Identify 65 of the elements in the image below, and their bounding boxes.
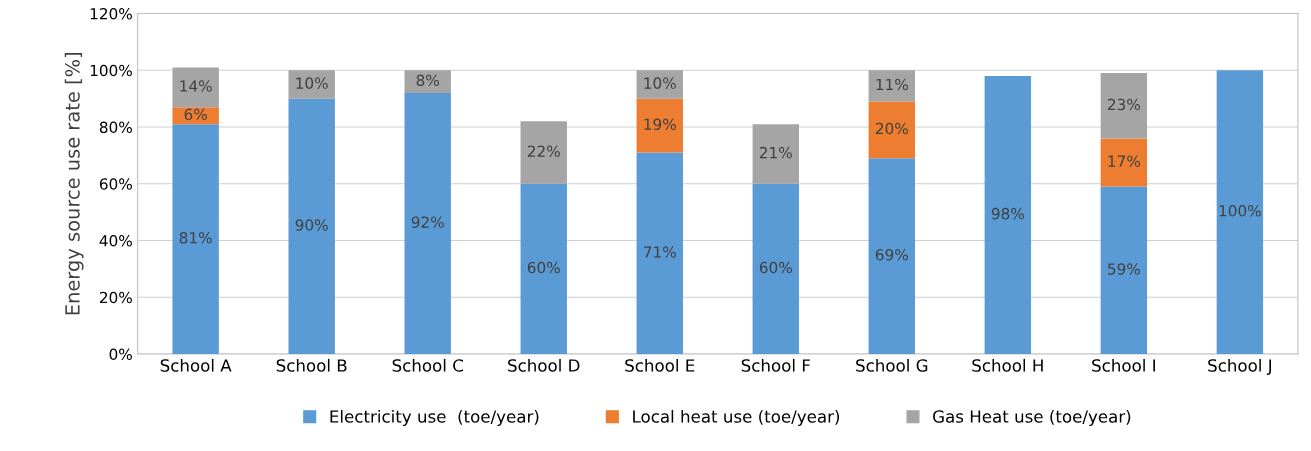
data-label: 11% [876,78,908,91]
y-tick-label: 20% [99,291,132,304]
bar [1216,70,1264,355]
data-label: 81% [179,231,212,244]
y-tick-label: 60% [99,178,132,190]
data-label: 10% [644,77,676,89]
legend-label: Gas Heat use (toe/year) [933,409,1131,427]
bar [288,70,335,99]
data-label: 60% [759,261,792,274]
bar [1100,186,1148,355]
data-label: 19% [644,118,676,131]
bar [172,124,219,355]
data-label: 17% [1108,155,1140,167]
bar [868,101,916,159]
bar [752,124,799,184]
legend-label: Local heat use (toe/year) [633,409,840,427]
data-label: 90% [295,219,328,231]
y-tick-label: 0% [109,348,132,361]
y-tick-label: 120% [90,8,132,20]
y-tick-label: 40% [99,235,132,247]
x-tick-label: School G [856,358,928,372]
bar [636,152,683,355]
bar [868,70,916,102]
data-label: 71% [644,246,676,258]
y-axis-title: Energy source use rate [%] [64,52,84,315]
data-label: 60% [527,261,560,274]
bar [520,183,567,355]
data-label: 23% [1108,98,1140,111]
data-label: 20% [875,122,908,135]
bar [288,98,335,355]
y-tick-label: 100% [90,64,132,77]
x-tick-label: School J [1208,358,1272,375]
bar [172,107,219,125]
data-label: 21% [759,146,792,159]
bar [636,70,683,99]
bar [752,183,799,355]
legend-label: Electricity use (toe/year) [330,409,539,427]
bar [984,75,1032,355]
x-tick-label: School A [160,358,232,372]
bar [404,92,451,355]
data-label: 92% [411,216,444,228]
x-tick-label: School E [625,358,695,372]
data-label: 98% [991,207,1024,220]
data-label: 59% [1108,263,1140,275]
bar [868,158,916,355]
x-tick-label: School C [392,358,463,372]
bar [1100,73,1148,139]
data-label: 14% [180,80,212,92]
data-label: 10% [296,77,328,89]
bar [520,121,567,184]
bar [172,67,219,108]
x-tick-label: School H [972,358,1043,372]
bar [636,98,683,153]
data-label: 69% [875,249,908,261]
data-label: 100% [1219,205,1261,217]
x-tick-label: School F [741,358,810,372]
data-label: 8% [416,74,439,87]
bar [404,70,451,93]
x-tick-label: School B [276,358,347,372]
data-label: 6% [184,108,207,121]
bar [1100,138,1148,187]
y-tick-label: 80% [99,121,132,134]
x-tick-label: School I [1092,358,1155,372]
data-label: 22% [527,145,560,157]
x-tick-label: School D [508,358,580,372]
